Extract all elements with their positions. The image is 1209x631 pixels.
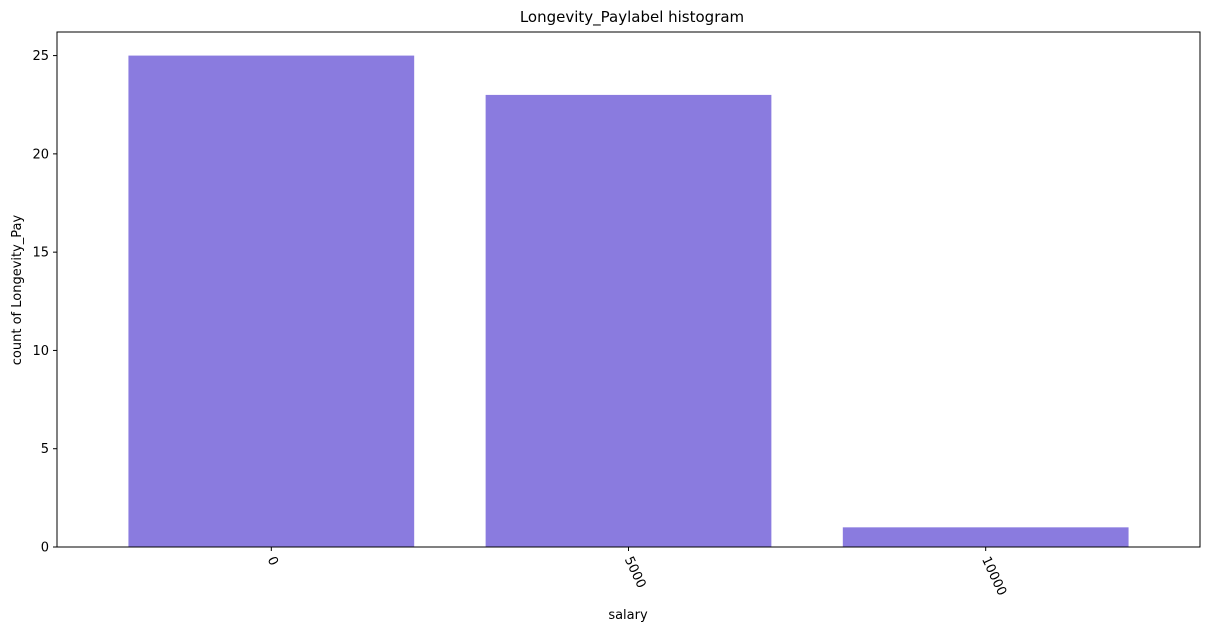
x-axis: 0 5000 10000 bbox=[264, 547, 1009, 598]
bar-0 bbox=[128, 55, 415, 547]
y-tick-label: 0 bbox=[41, 541, 49, 556]
y-axis: 0 5 10 15 20 25 bbox=[32, 49, 57, 556]
y-tick-label: 10 bbox=[32, 344, 49, 359]
plot-area bbox=[128, 55, 1129, 548]
y-tick-label: 20 bbox=[32, 147, 49, 162]
y-tick-label: 25 bbox=[32, 49, 49, 64]
y-tick-label: 15 bbox=[32, 246, 49, 261]
bar-10000 bbox=[842, 527, 1129, 547]
y-tick-label: 5 bbox=[41, 442, 49, 457]
bar-5000 bbox=[485, 94, 772, 548]
x-tick-label: 5000 bbox=[621, 554, 649, 590]
y-axis-label: count of Longevity_Pay bbox=[10, 214, 25, 365]
chart-title: Longevity_Paylabel histogram bbox=[520, 8, 744, 27]
x-axis-label: salary bbox=[608, 608, 648, 623]
x-tick-label: 10000 bbox=[978, 554, 1009, 598]
x-tick-label: 0 bbox=[264, 554, 281, 568]
